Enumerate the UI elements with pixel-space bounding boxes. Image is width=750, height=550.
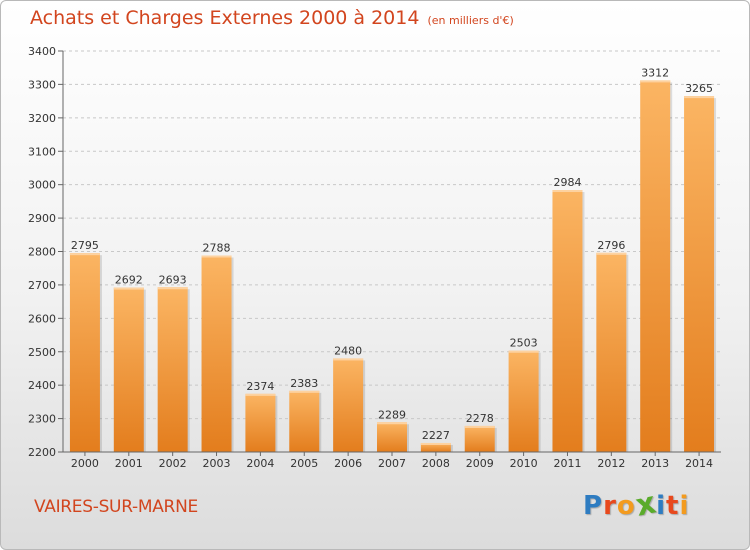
y-tick-label: 3400 [28, 45, 56, 58]
bar-highlight [201, 255, 232, 258]
y-tick-label: 2700 [28, 279, 56, 292]
value-label-2001: 2692 [115, 274, 143, 287]
y-tick-label: 2500 [28, 346, 56, 359]
bar-2007 [377, 422, 407, 452]
bar-highlight [508, 350, 539, 353]
bar-highlight [245, 393, 276, 396]
bar-highlight [684, 96, 715, 99]
value-label-2014: 3265 [685, 82, 713, 95]
value-label-2009: 2278 [466, 412, 494, 425]
x-tick-label-2005: 2005 [290, 457, 318, 470]
bar-2010 [508, 350, 539, 452]
y-tick-label: 3000 [28, 179, 56, 192]
x-tick-label-2002: 2002 [159, 457, 187, 470]
bar-highlight [113, 287, 144, 290]
x-tick-label-2012: 2012 [597, 457, 625, 470]
y-tick-label: 2800 [28, 246, 56, 259]
bar-highlight [640, 80, 671, 83]
value-label-2000: 2795 [71, 239, 99, 252]
value-label-2004: 2374 [246, 380, 274, 393]
logo-letter: i [679, 491, 690, 521]
value-label-2011: 2984 [553, 176, 581, 189]
x-tick-label-2011: 2011 [553, 457, 581, 470]
bar-highlight [464, 425, 495, 428]
value-label-2012: 2796 [597, 239, 625, 252]
bar-highlight [420, 442, 451, 445]
x-tick-label-2014: 2014 [685, 457, 713, 470]
x-tick-label-2006: 2006 [334, 457, 362, 470]
bar-2011 [552, 190, 583, 452]
value-label-2010: 2503 [510, 337, 538, 350]
chart-title: Achats et Charges Externes 2000 à 2014 (e… [30, 7, 514, 29]
x-tick-label-2009: 2009 [466, 457, 494, 470]
y-tick-label: 3100 [28, 145, 56, 158]
bar-highlight [596, 252, 627, 255]
logo-letter: t [666, 491, 680, 521]
x-tick-label-2000: 2000 [71, 457, 99, 470]
logo-letter: r [603, 491, 617, 521]
x-tick-label-2010: 2010 [510, 457, 538, 470]
bar-2008 [420, 442, 451, 452]
value-label-2007: 2289 [378, 408, 406, 421]
logo-letter: i [656, 491, 667, 521]
value-label-2005: 2383 [290, 377, 318, 390]
y-tick-label: 2400 [28, 379, 56, 392]
y-tick-label: 3300 [28, 78, 56, 91]
logo-letter: P [583, 491, 604, 521]
bar-2012 [596, 252, 627, 452]
y-tick-label: 2300 [28, 413, 56, 426]
bar-highlight [377, 422, 407, 425]
bar-highlight [289, 390, 320, 393]
value-label-2006: 2480 [334, 344, 362, 357]
bar-2013 [640, 80, 671, 452]
bar-highlight [552, 190, 583, 193]
bar-highlight [69, 253, 100, 256]
x-tick-label-2004: 2004 [246, 457, 274, 470]
y-tick-label: 2900 [28, 212, 56, 225]
bar-2002 [157, 287, 188, 452]
bars [69, 80, 717, 453]
value-label-2013: 3312 [641, 66, 669, 79]
bar-2001 [113, 287, 144, 452]
bar-2003 [201, 255, 232, 452]
x-tick-label-2013: 2013 [641, 457, 669, 470]
location-label: VAIRES-SUR-MARNE [34, 497, 198, 517]
x-tick-label-2003: 2003 [203, 457, 231, 470]
proxiti-logo: Proxiti [583, 485, 690, 523]
x-tick-label-2007: 2007 [378, 457, 406, 470]
value-label-2002: 2693 [159, 273, 187, 286]
logo-letter: o [616, 491, 636, 521]
y-tick-label: 2600 [28, 312, 56, 325]
chart-subtitle: (en milliers d'€) [427, 14, 514, 27]
chart-title-text: Achats et Charges Externes 2000 à 2014 [30, 7, 420, 29]
bar-2000 [69, 253, 100, 452]
bar-2005 [289, 390, 320, 452]
value-label-2003: 2788 [203, 242, 231, 255]
x-tick-label-2008: 2008 [422, 457, 450, 470]
bar-highlight [157, 287, 188, 290]
bar-highlight [333, 358, 364, 361]
bar-2014 [684, 96, 715, 453]
bar-2006 [333, 358, 364, 452]
bar-2004 [245, 393, 276, 452]
y-tick-label: 2200 [28, 446, 56, 459]
y-tick-label: 3200 [28, 112, 56, 125]
value-labels: 2795 2692 2693 2788 2374 2383 2480 2289 2227 2278… [71, 66, 713, 442]
bar-2009 [464, 425, 495, 452]
value-label-2008: 2227 [422, 429, 450, 442]
x-tick-label-2001: 2001 [115, 457, 143, 470]
axes: 2200 2300 2400 2500 2600 2700 2800 2900 3000 3100… [28, 45, 721, 470]
